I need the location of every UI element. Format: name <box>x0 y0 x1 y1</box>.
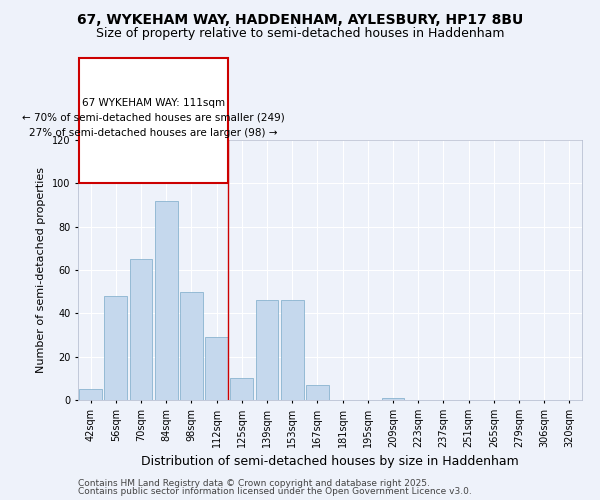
Bar <box>155 200 178 400</box>
Bar <box>180 292 203 400</box>
Text: Size of property relative to semi-detached houses in Haddenham: Size of property relative to semi-detach… <box>96 28 504 40</box>
Y-axis label: Number of semi-detached properties: Number of semi-detached properties <box>37 167 46 373</box>
Bar <box>230 378 253 400</box>
Bar <box>104 296 127 400</box>
Bar <box>306 385 329 400</box>
Text: 67, WYKEHAM WAY, HADDENHAM, AYLESBURY, HP17 8BU: 67, WYKEHAM WAY, HADDENHAM, AYLESBURY, H… <box>77 12 523 26</box>
Bar <box>130 259 152 400</box>
Bar <box>256 300 278 400</box>
Bar <box>205 337 228 400</box>
X-axis label: Distribution of semi-detached houses by size in Haddenham: Distribution of semi-detached houses by … <box>141 456 519 468</box>
Text: Contains public sector information licensed under the Open Government Licence v3: Contains public sector information licen… <box>78 487 472 496</box>
Text: Contains HM Land Registry data © Crown copyright and database right 2025.: Contains HM Land Registry data © Crown c… <box>78 478 430 488</box>
Bar <box>382 398 404 400</box>
Bar <box>281 300 304 400</box>
Bar <box>79 389 102 400</box>
Text: 67 WYKEHAM WAY: 111sqm
← 70% of semi-detached houses are smaller (249)
27% of se: 67 WYKEHAM WAY: 111sqm ← 70% of semi-det… <box>22 98 285 138</box>
